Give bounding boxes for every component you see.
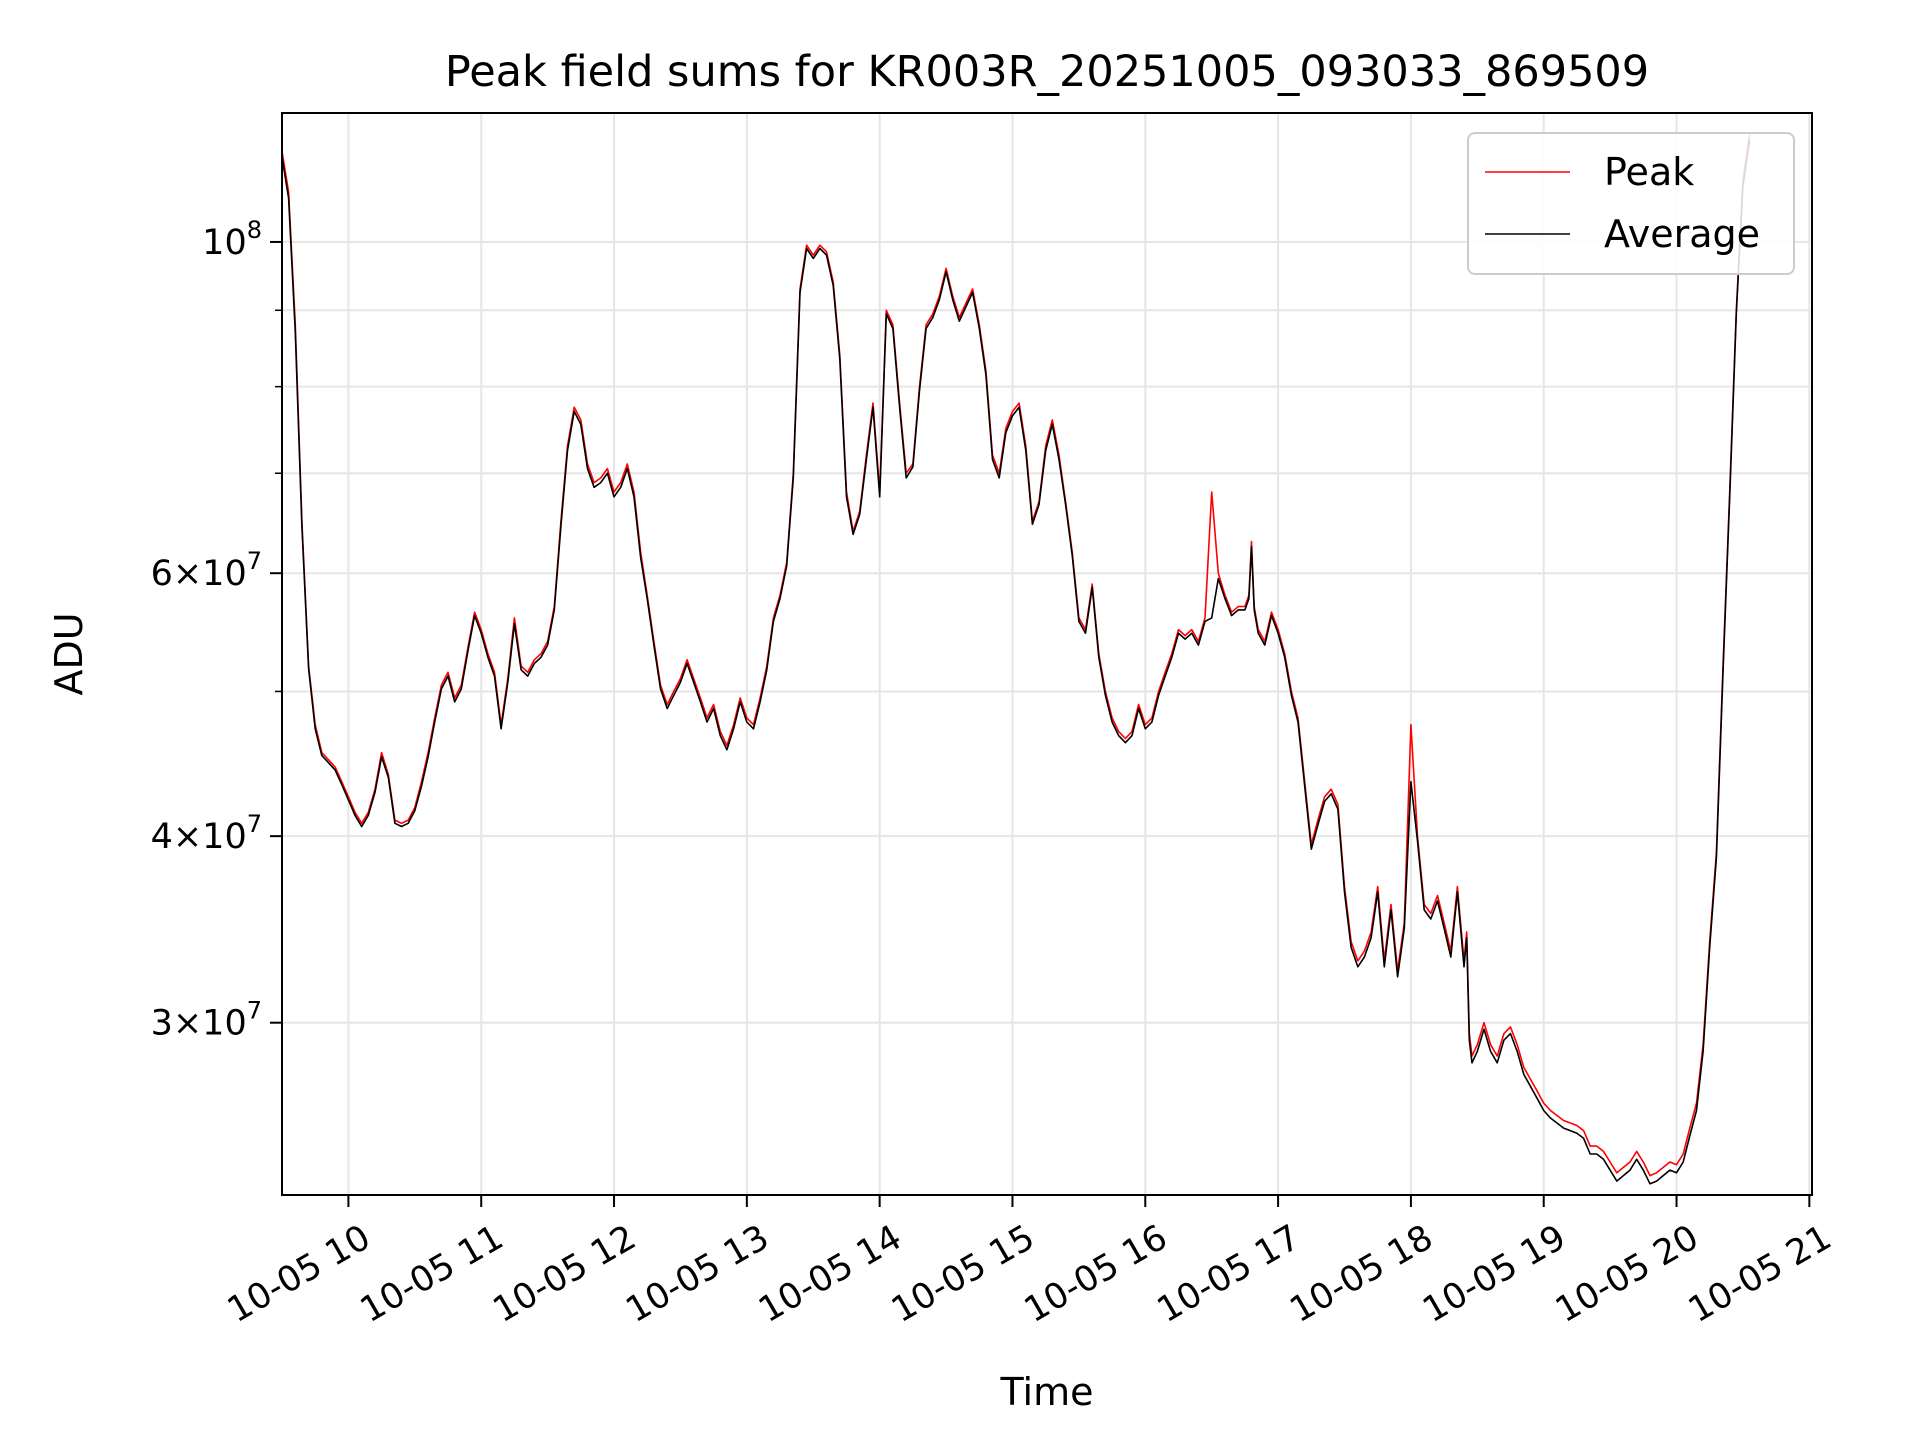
series-line-average	[281, 139, 1751, 1185]
x-axis-label: Time	[1000, 1370, 1094, 1414]
y-tick-label: 6×107	[151, 547, 262, 594]
legend-label-average: Average	[1604, 212, 1760, 256]
series-layer	[281, 134, 1751, 1185]
y-tick-label: 3×107	[151, 997, 262, 1044]
legend: Peak Average	[1467, 132, 1795, 275]
legend-box	[1467, 132, 1795, 275]
y-tick-label: 4×107	[151, 810, 262, 857]
y-tick-label: 108	[202, 216, 262, 263]
chart-title: Peak field sums for KR003R_20251005_0930…	[445, 47, 1649, 97]
y-axis-label: ADU	[47, 612, 91, 695]
grid	[282, 113, 1812, 1195]
plot-frame	[281, 112, 1813, 1196]
legend-label-peak: Peak	[1604, 150, 1694, 194]
